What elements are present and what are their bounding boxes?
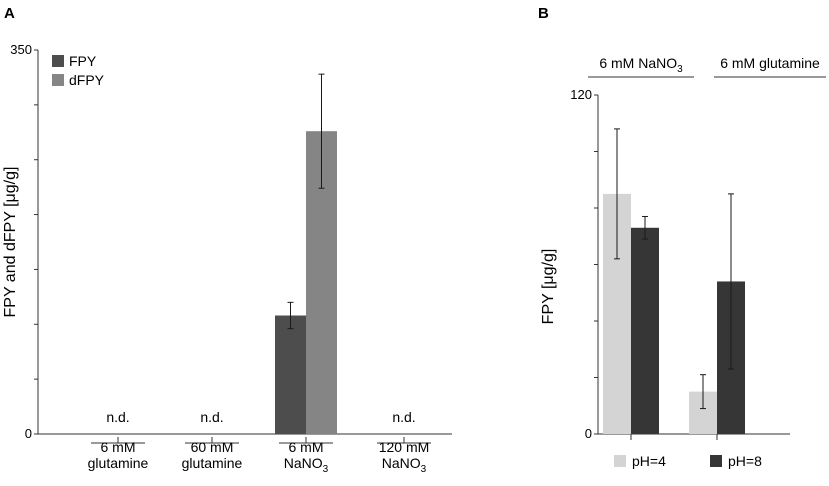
legend-swatch-pH=8 (710, 455, 722, 467)
category-label-line2: NaNO3 (284, 455, 329, 475)
y-axis-title: FPY [μg/g] (540, 249, 557, 325)
not-detected-label: n.d. (200, 409, 223, 425)
bar-FPY (275, 315, 306, 434)
legend-label-pH=8: pH=8 (728, 453, 762, 469)
category-label-line1: 6 mM (101, 439, 136, 455)
y-tick-label: 120 (570, 87, 592, 102)
not-detected-label: n.d. (392, 409, 415, 425)
group-header-label: 6 mM NaNO3 (599, 55, 683, 75)
panel-b: 0 120 FPY [μg/g] 6 mM NaNO3 6 mM glutamine pH… (540, 55, 826, 469)
legend-label-FPY: FPY (69, 53, 97, 69)
category-label-line2: NaNO3 (382, 455, 427, 475)
panel-b-letter: B (538, 5, 549, 22)
legend-swatch-dFPY (52, 74, 64, 86)
y-axis-title: FPY and dFPY [μg/g] (2, 167, 19, 318)
legend-swatch-pH=4 (614, 455, 626, 467)
category-label-line1: 120 mM (379, 439, 430, 455)
y-tick-label: 0 (585, 426, 592, 441)
category-label-line2: glutamine (182, 455, 243, 471)
group-header-label: 6 mM glutamine (720, 55, 820, 71)
y-tick-label: 350 (10, 42, 32, 57)
not-detected-label: n.d. (106, 409, 129, 425)
category-label-line2: glutamine (88, 455, 149, 471)
legend-swatch-FPY (52, 55, 64, 67)
category-label-line1: 60 mM (191, 439, 234, 455)
y-tick-label: 0 (25, 426, 32, 441)
panel-a-letter: A (4, 5, 15, 22)
legend-label-pH=4: pH=4 (632, 453, 666, 469)
category-label-line1: 6 mM (289, 439, 324, 455)
bar-pH=8 (631, 227, 659, 434)
legend-label-dFPY: dFPY (69, 72, 105, 88)
